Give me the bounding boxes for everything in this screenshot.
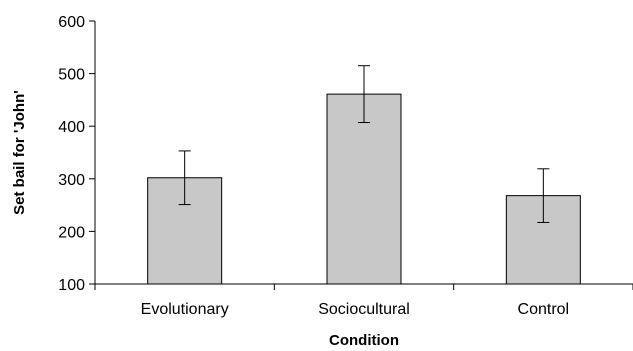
x-tick-label: Evolutionary <box>141 301 229 318</box>
y-tick-label: 100 <box>58 277 85 294</box>
x-axis-ticks: Evolutionary Sociocultural Control <box>94 284 633 318</box>
error-bars <box>178 65 550 223</box>
y-tick-label: 300 <box>58 172 85 189</box>
x-tick-label: Control <box>518 301 570 318</box>
y-tick-label: 500 <box>58 67 85 84</box>
y-axis-title: Set bail for 'John' <box>11 90 28 215</box>
y-tick-label: 400 <box>58 119 85 136</box>
bar-sociocultural <box>326 93 402 285</box>
x-tick-label: Sociocultural <box>318 301 410 318</box>
bars <box>147 93 581 285</box>
y-tick-label: 600 <box>58 14 85 31</box>
y-tick-label: 200 <box>58 224 85 241</box>
x-axis-title: Condition <box>329 332 399 349</box>
y-axis-ticks: 100 200 300 400 500 600 <box>58 14 95 294</box>
